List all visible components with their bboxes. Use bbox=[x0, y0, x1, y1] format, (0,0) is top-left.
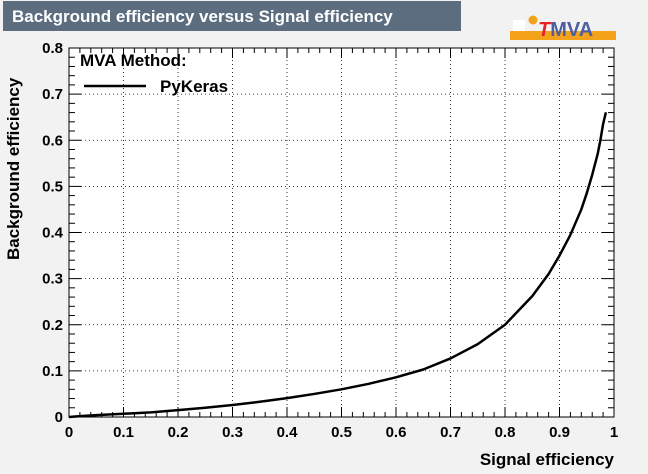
x-tick-label: 0.6 bbox=[386, 424, 407, 441]
data-point bbox=[95, 414, 97, 416]
data-point bbox=[122, 413, 125, 415]
x-tick-label: 0.1 bbox=[113, 424, 134, 441]
data-point bbox=[605, 111, 607, 114]
y-tick-label: 0.1 bbox=[42, 363, 63, 380]
y-tick-label: 0 bbox=[55, 409, 63, 426]
data-point bbox=[602, 123, 604, 125]
title-box: Background efficiency versus Signal effi… bbox=[3, 1, 461, 31]
data-point bbox=[599, 139, 601, 141]
y-axis-title: Background efficiency bbox=[4, 77, 23, 260]
data-point bbox=[259, 401, 261, 403]
y-tick-label: 0.7 bbox=[42, 86, 63, 103]
x-tick-label: 0.4 bbox=[277, 424, 299, 441]
x-tick-label: 0 bbox=[65, 424, 73, 441]
chart-title: Background efficiency versus Signal effi… bbox=[12, 7, 393, 26]
data-point bbox=[548, 273, 550, 275]
x-tick-label: 1 bbox=[610, 424, 618, 441]
legend: MVA Method: PyKeras bbox=[80, 51, 228, 96]
x-tick-label: 0.5 bbox=[331, 424, 352, 441]
data-point bbox=[580, 208, 582, 211]
data-point bbox=[231, 404, 234, 406]
y-tick-label: 0.6 bbox=[42, 132, 63, 149]
x-tick-label: 0.3 bbox=[222, 424, 243, 441]
x-tick-label: 0.2 bbox=[168, 424, 189, 441]
y-tick-label: 0.2 bbox=[42, 317, 63, 334]
x-tick-label: 0.9 bbox=[549, 424, 570, 441]
logo-box bbox=[513, 20, 525, 31]
logo-band bbox=[510, 31, 616, 40]
legend-label-pykeras: PyKeras bbox=[160, 77, 228, 96]
data-point bbox=[531, 295, 533, 297]
data-point bbox=[395, 376, 397, 378]
data-point bbox=[79, 415, 81, 417]
data-point bbox=[591, 174, 593, 176]
data-point bbox=[286, 397, 288, 399]
legend-header: MVA Method: bbox=[80, 51, 187, 70]
x-tick-label: 0.7 bbox=[440, 424, 461, 441]
data-point bbox=[569, 234, 572, 236]
data-point bbox=[586, 192, 588, 194]
y-tick-label: 0.8 bbox=[42, 40, 63, 57]
x-tick-label: 0.8 bbox=[495, 424, 516, 441]
data-point bbox=[477, 343, 479, 345]
series-group bbox=[68, 111, 608, 419]
y-tick-label: 0.3 bbox=[42, 271, 63, 288]
data-point bbox=[558, 254, 561, 257]
svg-text:TMVA: TMVA bbox=[538, 19, 593, 41]
grid-lines bbox=[69, 48, 614, 417]
x-axis: 0 0.1 0.2 0.3 0.4 0.5 0.6 0.7 0.8 0.9 1 bbox=[65, 48, 618, 441]
logo-mva: MVA bbox=[550, 19, 593, 41]
tmva-logo: TMVA bbox=[510, 15, 616, 41]
y-tick-label: 0.4 bbox=[42, 225, 64, 242]
logo-t: T bbox=[538, 19, 552, 41]
logo-dot bbox=[528, 15, 538, 25]
data-point bbox=[340, 388, 343, 390]
data-point bbox=[313, 393, 315, 395]
data-point bbox=[422, 368, 424, 371]
data-point bbox=[204, 407, 206, 409]
data-point bbox=[177, 409, 179, 411]
data-point bbox=[504, 324, 506, 326]
y-tick-label: 0.5 bbox=[42, 178, 63, 195]
data-point bbox=[449, 357, 452, 360]
data-point bbox=[68, 416, 70, 418]
data-point bbox=[150, 411, 152, 413]
x-axis-title: Signal efficiency bbox=[480, 450, 615, 469]
data-point bbox=[368, 383, 370, 385]
data-point bbox=[597, 153, 599, 155]
